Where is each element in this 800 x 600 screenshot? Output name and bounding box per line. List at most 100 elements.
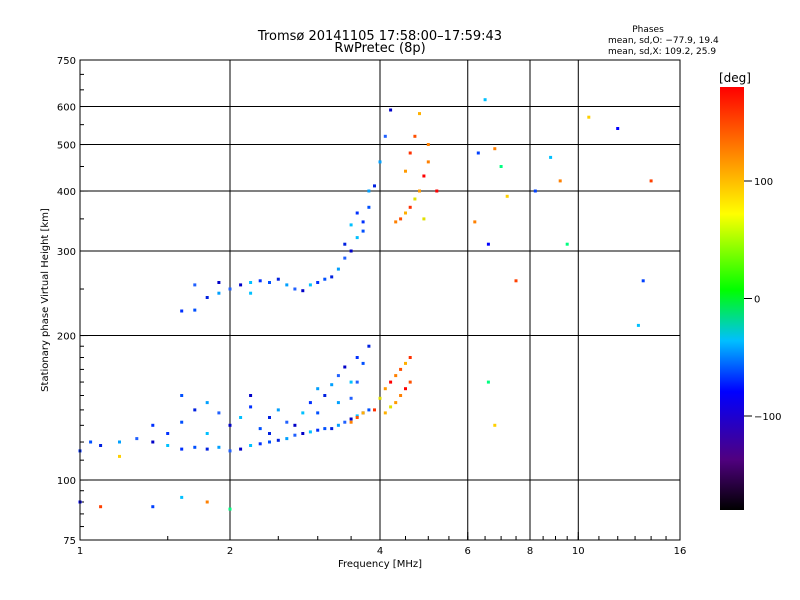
echo-point (239, 447, 243, 451)
echo-point (349, 396, 353, 400)
echo-point (166, 432, 170, 435)
echo-point (308, 283, 312, 287)
echo-point (426, 143, 430, 146)
x-tick-label: 2 (227, 546, 233, 557)
echo-point (239, 416, 243, 419)
echo-point (343, 365, 347, 369)
echo-point (514, 279, 518, 283)
echo-point (330, 383, 334, 387)
echo-point (473, 220, 477, 224)
echo-point (276, 277, 280, 281)
y-tick-label: 200 (57, 332, 76, 343)
echo-point (408, 205, 412, 209)
echo-point (249, 444, 253, 447)
echo-point (367, 344, 371, 348)
echo-point (330, 427, 334, 431)
echo-point (493, 147, 497, 151)
stats-x-mode: mean, sd,X: 109.2, 25.9 (608, 47, 716, 57)
y-axis-label: Stationary phase Virtual Height [km] (40, 208, 51, 392)
echo-point (383, 411, 387, 415)
echo-point (505, 194, 509, 198)
colorbar-tick-label: −100 (754, 412, 781, 423)
y-tick-label: 600 (57, 103, 76, 114)
x-axis-label: Frequency [MHz] (338, 559, 422, 570)
x-tick-label: 1 (77, 546, 83, 557)
echo-point (285, 283, 289, 287)
echo-point (180, 495, 184, 499)
echo-point (413, 134, 417, 138)
echo-point (361, 361, 365, 365)
echo-point (361, 220, 365, 224)
echo-point (330, 275, 334, 279)
echo-point (135, 437, 139, 441)
echo-point (180, 394, 184, 397)
echo-point (418, 189, 421, 193)
echo-point (399, 394, 403, 397)
echo-point (404, 211, 407, 215)
y-tick-label: 75 (63, 536, 76, 547)
echo-point (193, 445, 197, 449)
echo-point (636, 323, 640, 327)
x-tick-label: 10 (572, 546, 585, 557)
echo-point (404, 169, 407, 173)
echo-point (180, 420, 184, 424)
echo-point (408, 380, 412, 384)
echo-point (336, 374, 340, 378)
echo-point (180, 309, 184, 313)
echo-point (258, 442, 262, 446)
echo-point (249, 291, 253, 295)
echo-point (355, 356, 359, 359)
echo-point (268, 281, 271, 284)
y-tick-label: 750 (57, 56, 76, 67)
echo-point (404, 387, 407, 391)
echo-point (205, 432, 209, 435)
echo-point (249, 281, 253, 284)
echo-point (349, 223, 353, 227)
echo-point (486, 380, 490, 384)
x-tick-label: 8 (527, 546, 533, 557)
echo-point (399, 217, 403, 221)
echo-point (249, 405, 253, 409)
echo-point (276, 408, 280, 412)
echo-point (649, 179, 653, 183)
x-tick-label: 16 (674, 546, 687, 557)
colorbar (720, 87, 744, 510)
echo-point (205, 500, 209, 504)
echo-points (78, 98, 653, 511)
echo-point (268, 432, 271, 435)
echo-point (285, 437, 289, 441)
echo-point (361, 411, 365, 415)
echo-point (533, 189, 537, 193)
echo-point (493, 423, 497, 427)
plot-frame (79, 59, 681, 541)
echo-point (239, 283, 243, 287)
colorbar-tick-label: 100 (754, 177, 773, 188)
echo-point (355, 211, 359, 215)
echo-point (394, 220, 398, 224)
echo-point (558, 179, 562, 183)
echo-point (205, 447, 209, 451)
echo-point (383, 387, 387, 391)
colorbar-tick-label: 0 (754, 295, 760, 306)
echo-point (349, 420, 353, 424)
echo-point (426, 160, 430, 164)
chart-title: Tromsø 20141105 17:58:00–17:59:43 (257, 29, 502, 44)
echo-point (483, 98, 487, 102)
echo-point (118, 454, 121, 458)
colorbar-ticks: 100 0 −100 (744, 177, 781, 423)
echo-point (422, 217, 426, 221)
echo-point (367, 205, 371, 209)
y-tick-label: 400 (57, 187, 76, 198)
echo-point (151, 423, 155, 427)
echo-point (565, 242, 569, 246)
echo-point (343, 242, 347, 246)
echo-point (373, 184, 376, 188)
echo-point (268, 440, 271, 444)
stats-o-mode: mean, sd,O: −77.9, 19.4 (608, 36, 719, 46)
echo-point (399, 367, 403, 371)
echo-point (316, 281, 320, 284)
echo-point (89, 440, 93, 444)
echo-point (349, 249, 353, 253)
echo-point (323, 394, 327, 397)
